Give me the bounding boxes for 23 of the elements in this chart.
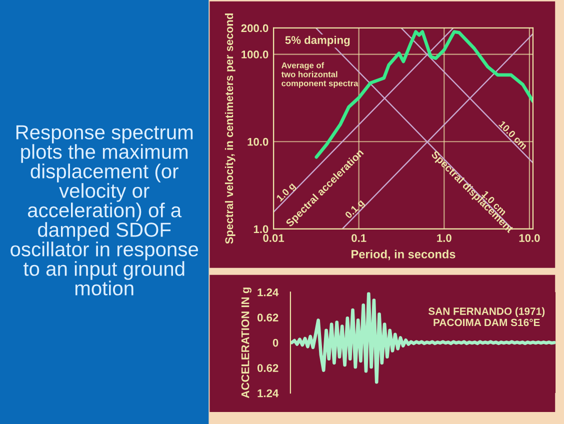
- y-tick-label: 1.24: [258, 288, 279, 296]
- line-series: [290, 292, 556, 384]
- text: 10.0 cm: [498, 120, 528, 150]
- y-tick-label: 10.0: [248, 138, 268, 146]
- text: Response spectrum plots the maximum displacement (or velocity or acceleration) of a damped SDOF oscillator in response to an input ground motion: [10, 125, 198, 296]
- y-tick-label: 200.0: [241, 24, 268, 32]
- x-tick-label: 1.0: [437, 234, 452, 242]
- y-tick-label: 0.62: [257, 314, 278, 322]
- annotation: Average of two horizontal component spectra: [281, 62, 358, 88]
- y-tick-label: 1.24: [258, 389, 279, 398]
- annotation: SAN FERNANDO (1971) PACOIMA DAM S16°E: [428, 307, 545, 326]
- y-tick-label: 0: [272, 338, 278, 347]
- y-axis-title: ACCELERATION IN g: [241, 288, 252, 398]
- x-axis-title: Period, in seconds: [352, 250, 456, 260]
- y-tick-label: 1.0: [254, 225, 268, 234]
- text: 0.1 g: [344, 199, 366, 220]
- y-axis-title: Spectral velocity, in centimeters per second: [224, 14, 236, 244]
- y-tick-label: 100.0: [242, 50, 268, 58]
- x-tick-label: 0.1: [352, 234, 366, 242]
- y-tick-label: 0.62: [257, 364, 278, 372]
- annotation: 5% damping: [285, 36, 350, 46]
- x-tick-label: 0.01: [263, 234, 284, 242]
- x-tick-label: 10.0: [519, 234, 540, 242]
